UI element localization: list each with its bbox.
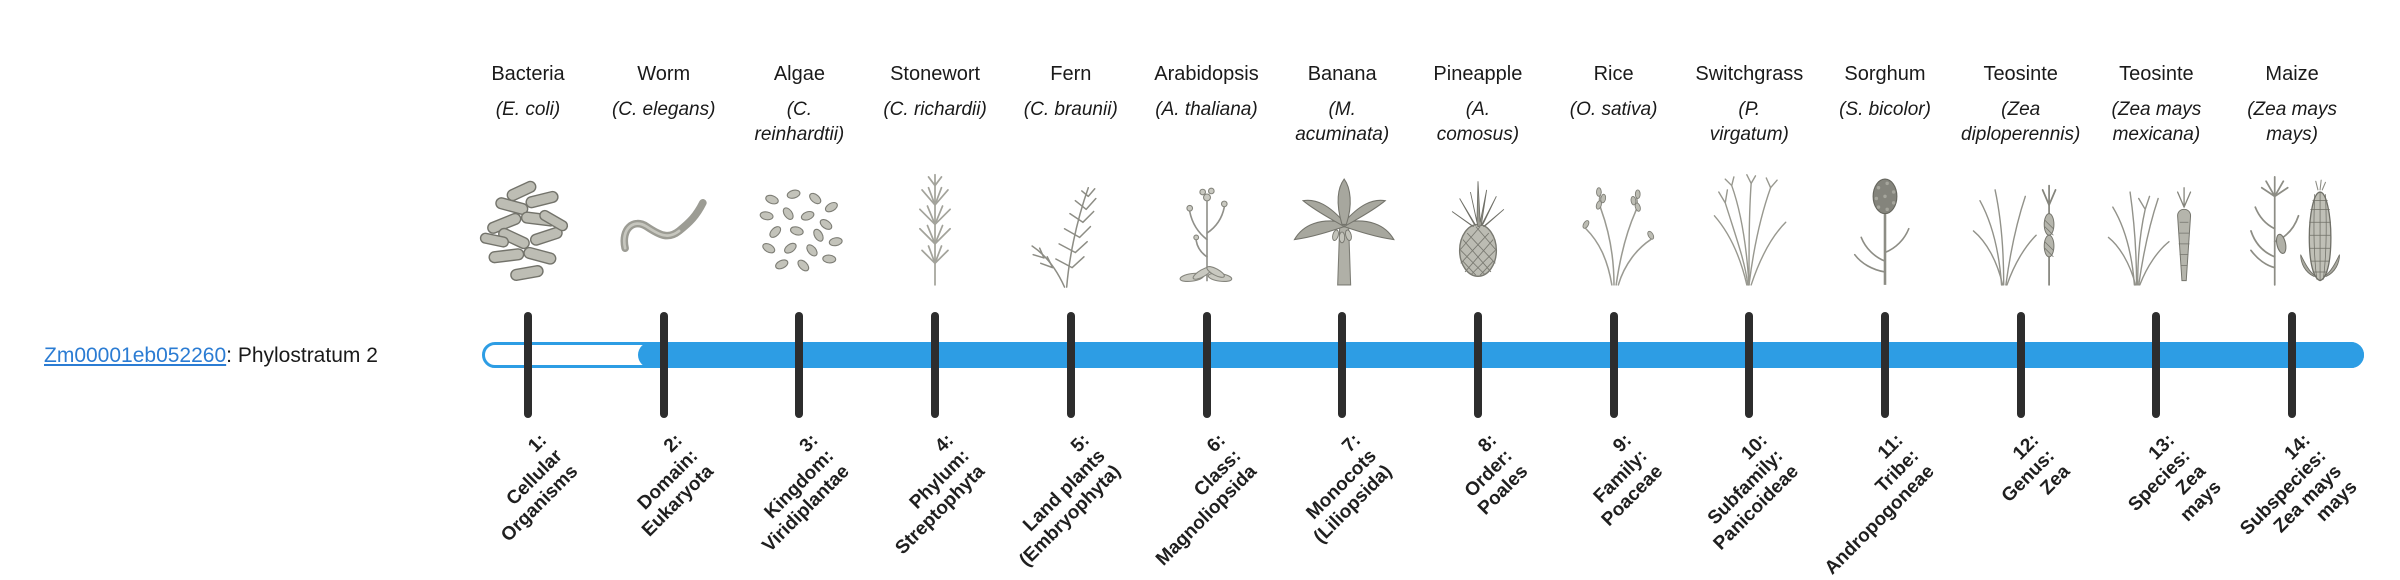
- bacteria-illustration: [466, 168, 590, 292]
- teosinte-diploperennis-illustration: [1959, 168, 2083, 292]
- organism-scientific-name: (S. bicolor): [1839, 99, 1931, 120]
- rice-illustration: [1552, 168, 1676, 292]
- banana-illustration: [1280, 168, 1404, 292]
- timeline-tick-1: [524, 312, 532, 418]
- organism-common-name: Bacteria: [491, 63, 565, 85]
- organism-scientific-name: (Zea diploperennis): [1961, 99, 2081, 145]
- stratum-label: 5: Land plants (Embryophyta): [1015, 430, 1125, 571]
- timeline-tick-12: [2016, 312, 2025, 418]
- timeline-tick-7: [1338, 312, 1347, 418]
- gene-link[interactable]: Zm00001eb052260: [44, 344, 227, 367]
- organism-common-name: Fern: [1050, 63, 1092, 85]
- arabidopsis-illustration: [1145, 168, 1269, 292]
- gene-label: Zm00001eb052260: Phylostratum 2: [44, 344, 378, 368]
- switchgrass-illustration: [1687, 168, 1811, 292]
- organism-common-name: Algae: [773, 63, 825, 85]
- sorghum-illustration: [1823, 168, 1947, 292]
- organism-scientific-name: (A. comosus): [1436, 99, 1520, 145]
- organism-scientific-name: (C. braunii): [1023, 99, 1118, 120]
- timeline-tick-14: [2288, 312, 2297, 418]
- stratum-label: 7: Monocots (Liliopsida): [1302, 430, 1397, 548]
- organism-common-name: Teosinte: [1983, 63, 2058, 85]
- organism-common-name: Sorghum: [1844, 63, 1926, 85]
- organism-common-name: Stonewort: [890, 63, 981, 85]
- maize-illustration: [2230, 168, 2354, 292]
- timeline-tick-6: [1202, 312, 1211, 418]
- timeline-tick-9: [1609, 312, 1618, 418]
- organism-common-name: Banana: [1307, 63, 1377, 85]
- stonewort-illustration: [873, 168, 997, 292]
- fern-illustration: [1009, 168, 1133, 292]
- stratum-label: 8: Order: Poales: [1460, 430, 1532, 520]
- stratum-label: 13: Species: Zea mays: [2124, 430, 2226, 526]
- organism-scientific-name: (C. reinhardtii): [754, 99, 845, 145]
- stratum-label: 11: Tribe: Andropogoneae: [1821, 430, 1939, 579]
- stratum-label: 14: Subspecies: Zea mays mays: [2236, 430, 2362, 540]
- stratum-label: 2: Domain: Eukaryota: [633, 430, 718, 541]
- organism-scientific-name: (A. thaliana): [1155, 99, 1258, 120]
- stratum-label: 12: Genus: Zea: [1997, 430, 2075, 507]
- timeline-tick-13: [2152, 312, 2161, 418]
- timeline-tick-8: [1473, 312, 1482, 418]
- organism-scientific-name: (Zea mays mexicana): [2111, 99, 2202, 145]
- stratum-label: 3: Kingdom: Viridiplantae: [758, 430, 854, 557]
- timeline-tick-11: [1881, 312, 1889, 418]
- organism-common-name: Pineapple: [1433, 63, 1523, 85]
- organism-common-name: Switchgrass: [1695, 63, 1804, 85]
- algae-illustration: [737, 168, 861, 292]
- pineapple-illustration: [1416, 168, 1540, 292]
- organism-scientific-name: (C. elegans): [611, 99, 716, 120]
- organism-scientific-name: (M. acuminata): [1295, 99, 1390, 145]
- timeline-tick-4: [931, 312, 940, 418]
- organism-common-name: Worm: [637, 63, 691, 85]
- timeline-tick-2: [659, 312, 668, 418]
- teosinte-mexicana-illustration: [2094, 168, 2218, 292]
- stratum-label: 9: Family: Poaceae: [1590, 430, 1668, 531]
- organism-common-name: Maize: [2265, 63, 2319, 85]
- organism-common-name: Teosinte: [2119, 63, 2194, 85]
- worm-illustration: [602, 168, 726, 292]
- gene-phylostratum-text: : Phylostratum 2: [226, 344, 378, 367]
- timeline-tick-3: [795, 312, 804, 418]
- organism-common-name: Rice: [1593, 63, 1634, 85]
- timeline-tick-10: [1745, 312, 1754, 418]
- timeline-fill: [638, 342, 2364, 368]
- organism-scientific-name: (O. sativa): [1569, 99, 1658, 120]
- stratum-label: 1: Cellular Organisms: [496, 430, 582, 547]
- stratum-label: 4: Phylum: Streptophyta: [891, 430, 990, 559]
- timeline-tick-5: [1066, 312, 1075, 418]
- organism-scientific-name: (Zea mays mays): [2247, 99, 2337, 145]
- organism-scientific-name: (C. richardii): [883, 99, 987, 120]
- stratum-label: 10: Subfamily: Panicoideae: [1704, 430, 1804, 555]
- stratum-label: 6: Class: Magnoliopsida: [1151, 430, 1261, 571]
- organism-scientific-name: (P. virgatum): [1709, 99, 1789, 145]
- organism-scientific-name: (E. coli): [495, 99, 561, 120]
- organism-common-name: Arabidopsis: [1154, 63, 1259, 85]
